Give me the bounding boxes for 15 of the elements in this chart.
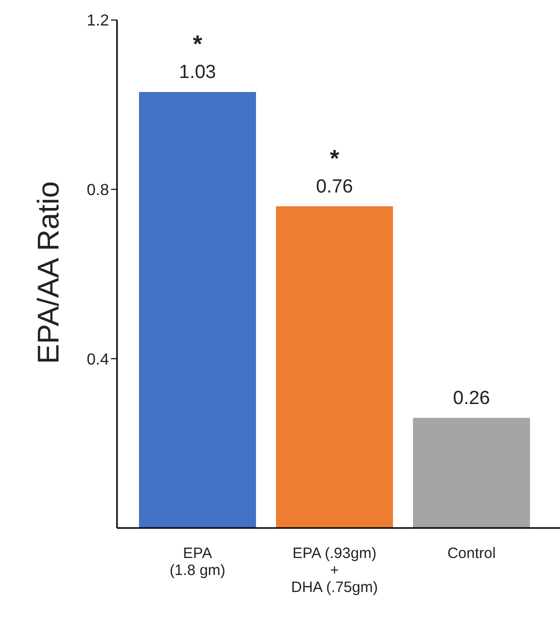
annotation: *	[330, 145, 340, 172]
annotation: *	[192, 30, 203, 58]
x-tick-label: EPA (1.8 gm)	[170, 545, 226, 579]
data-label: 0.26	[453, 388, 490, 409]
bar	[413, 418, 530, 528]
x-tick-label: Control	[447, 545, 496, 562]
bar	[139, 92, 256, 528]
y-tick-label: 0.8	[86, 182, 110, 200]
y-axis-title: EPA/AA Ratio	[32, 181, 66, 364]
bar	[276, 206, 393, 528]
y-tick-label: 0.4	[86, 351, 110, 368]
x-tick-label: EPA (.93gm) + DHA (.75gm)	[291, 545, 378, 596]
data-label: 1.03	[179, 62, 216, 83]
y-tick-label: 1.2	[86, 12, 110, 30]
data-label: 0.76	[316, 176, 353, 198]
